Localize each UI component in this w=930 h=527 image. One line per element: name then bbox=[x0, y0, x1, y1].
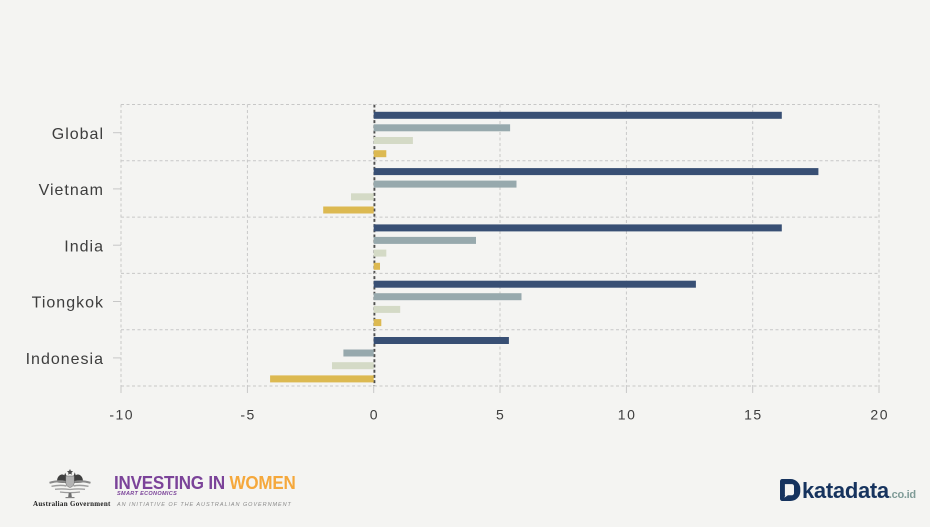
svg-text:-5: -5 bbox=[240, 407, 255, 423]
svg-text:10: 10 bbox=[618, 407, 637, 423]
svg-text:Indonesia: Indonesia bbox=[26, 351, 104, 368]
svg-text:Vietnam: Vietnam bbox=[39, 182, 104, 199]
svg-text:-10: -10 bbox=[109, 407, 134, 423]
svg-text:India: India bbox=[64, 238, 104, 255]
svg-text:5: 5 bbox=[496, 407, 505, 423]
svg-text:20: 20 bbox=[870, 407, 889, 423]
svg-text:15: 15 bbox=[744, 407, 763, 423]
svg-text:Tiongkok: Tiongkok bbox=[32, 295, 104, 312]
svg-text:Global: Global bbox=[52, 126, 104, 143]
svg-text:0: 0 bbox=[370, 407, 379, 423]
